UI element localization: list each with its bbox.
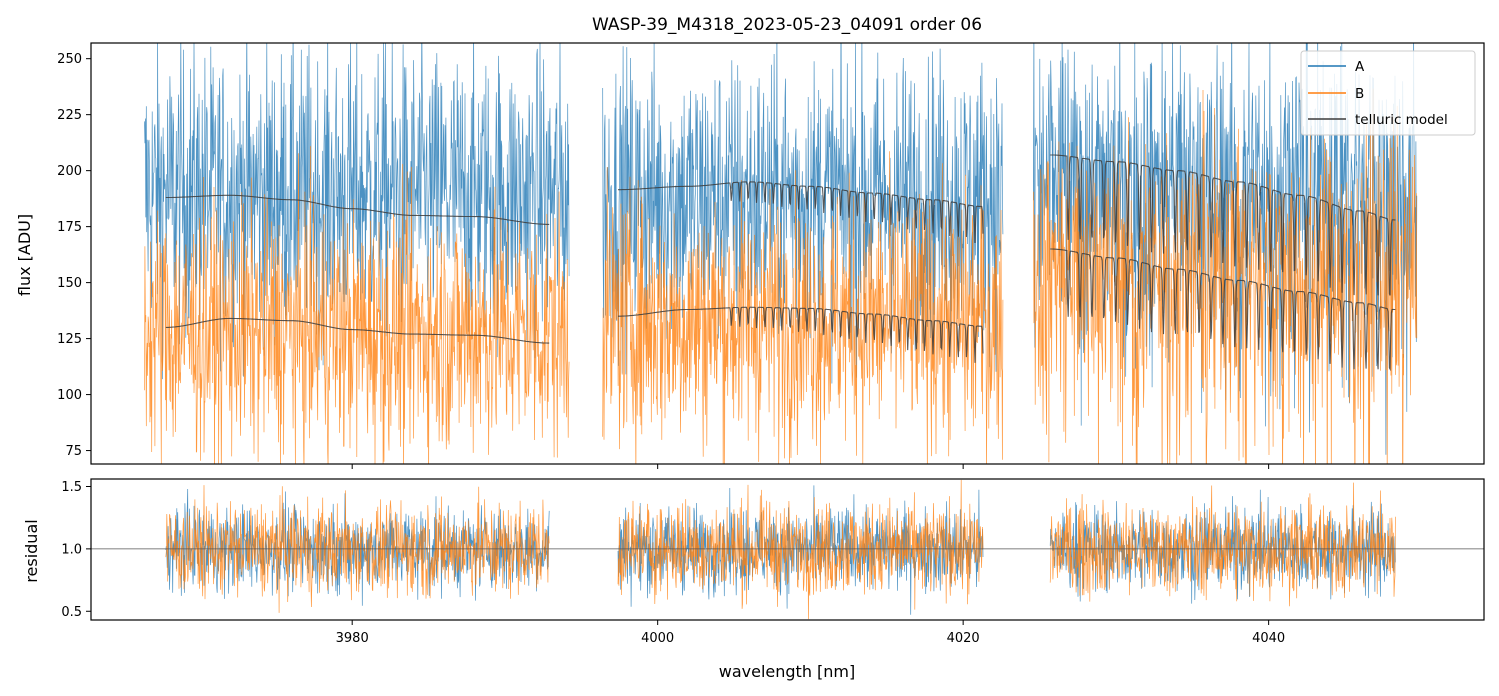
top-panel-frame <box>90 42 1485 465</box>
bottom-y-tick-label: 1.0 <box>61 542 82 557</box>
legend-label-a: A <box>1355 59 1365 75</box>
x-tick-label: 4020 <box>947 631 980 646</box>
top-y-tick-label: 200 <box>57 164 82 179</box>
chart-title: WASP-39_M4318_2023-05-23_04091 order 06 <box>592 15 982 35</box>
legend-label-telluric: telluric model <box>1355 112 1448 128</box>
telluric-model-b-segment-1 <box>165 317 550 344</box>
residual-b-segment-2 <box>617 479 984 620</box>
top-y-tick-label: 150 <box>57 276 82 291</box>
residual-b-segment-3 <box>1049 482 1396 607</box>
telluric-model-a-segment-3 <box>1050 154 1396 296</box>
telluric-model-b-segment-2 <box>618 306 984 363</box>
telluric-model-b-segment-3 <box>1050 248 1396 372</box>
x-tick-label: 4000 <box>641 631 674 646</box>
x-axis-label: wavelength [nm] <box>719 662 856 681</box>
top-y-tick-label: 100 <box>57 388 82 403</box>
bottom-panel: 0.5 1.0 1.5 3980 4000 4020 4040 residual <box>22 478 1485 646</box>
spectrum-a-segment-3 <box>1033 43 1418 455</box>
legend: A B telluric model <box>1300 50 1476 136</box>
bottom-y-tick-label: 0.5 <box>61 605 82 620</box>
top-panel: 75 100 125 150 175 200 225 250 flux [ADU] <box>15 42 1485 469</box>
bottom-y-axis-label: residual <box>22 519 41 582</box>
bottom-y-tick-label: 1.5 <box>61 480 82 495</box>
top-y-axis-label: flux [ADU] <box>15 214 34 296</box>
legend-frame <box>1300 50 1476 136</box>
legend-label-b: B <box>1355 86 1364 102</box>
top-y-tick-label: 175 <box>57 220 82 235</box>
spectrum-b-segment-1 <box>144 146 570 464</box>
spectrum-a-segment-2 <box>602 43 1004 384</box>
bottom-panel-frame <box>90 478 1485 621</box>
spectrum-a-segment-1 <box>144 43 570 380</box>
spectrum-b-segment-2 <box>602 151 1004 464</box>
top-y-tick-label: 125 <box>57 332 82 347</box>
top-y-tick-label: 75 <box>65 444 82 459</box>
top-y-tick-label: 225 <box>57 108 82 123</box>
telluric-model-a-segment-1 <box>165 194 550 225</box>
telluric-model-a-segment-2 <box>618 181 984 244</box>
x-tick-label: 3980 <box>336 631 369 646</box>
x-tick-label: 4040 <box>1252 631 1285 646</box>
top-y-tick-label: 250 <box>57 52 82 67</box>
